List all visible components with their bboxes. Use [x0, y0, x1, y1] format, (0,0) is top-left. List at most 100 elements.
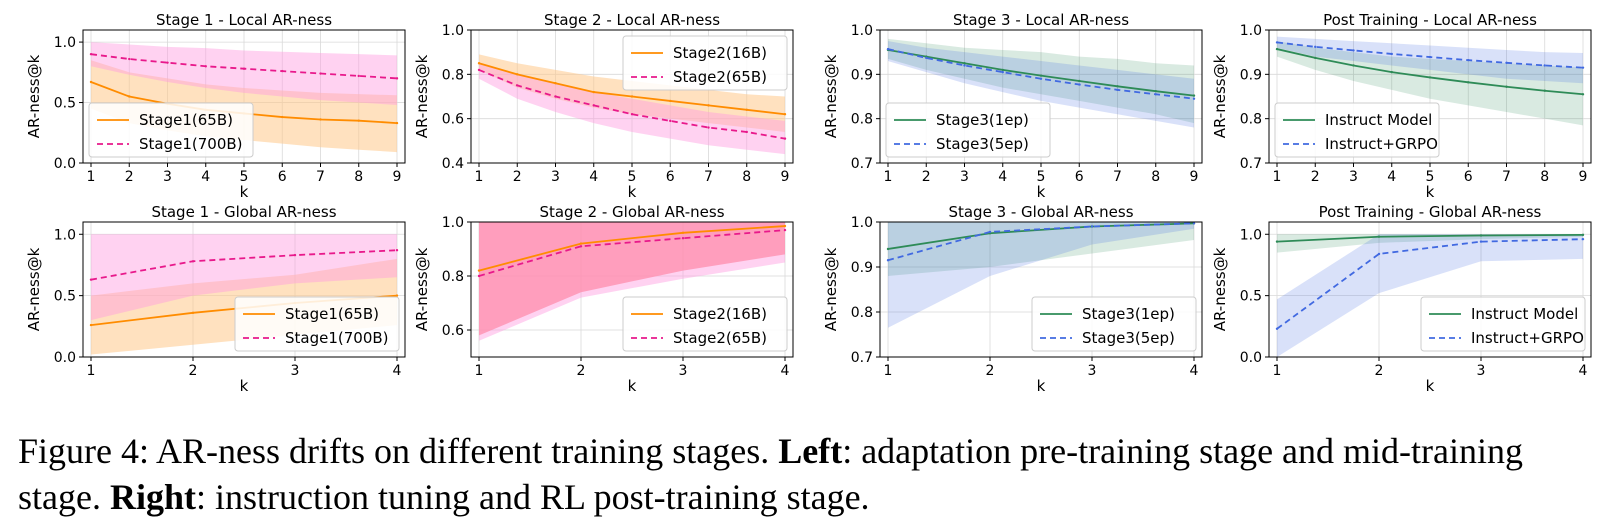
data-point	[745, 108, 748, 112]
data-point	[886, 47, 890, 51]
data-point	[89, 80, 93, 84]
data-point	[477, 68, 481, 72]
y-axis-label: AR-ness@k	[822, 54, 840, 138]
legend-label-2: Stage2(65B)	[673, 68, 767, 86]
data-point	[592, 104, 595, 107]
axes-frame	[879, 221, 1203, 358]
y-tick-label: 0.9	[1240, 67, 1262, 83]
legend-label-1: Instruct Model	[1471, 305, 1578, 323]
confidence-band-2	[479, 63, 785, 155]
x-tick-label: 1	[475, 169, 484, 185]
data-point	[579, 245, 583, 248]
x-tick-label: 6	[666, 169, 675, 185]
data-point	[886, 247, 890, 251]
y-tick-label: 0.5	[1240, 289, 1262, 305]
y-tick-label: 0.9	[851, 260, 873, 276]
data-point	[592, 90, 595, 94]
data-point	[925, 56, 928, 60]
series-line-2	[478, 229, 786, 277]
x-tick-label: 1	[884, 169, 893, 185]
data-point	[1352, 64, 1355, 67]
legend-box	[88, 102, 254, 158]
data-point	[1314, 45, 1317, 49]
y-tick-label: 1.0	[851, 215, 873, 231]
data-point	[319, 72, 322, 75]
x-tick-label: 4	[201, 169, 210, 185]
x-tick-label: 3	[163, 169, 172, 185]
series-line-2	[1276, 238, 1584, 330]
x-axis-label: k	[1426, 183, 1435, 201]
x-tick-label: 4	[589, 169, 598, 185]
caption-left-text: : adaptation pre-training stage and mid-…	[18, 431, 1523, 517]
data-point	[1428, 76, 1432, 79]
data-point	[319, 118, 322, 121]
legend-box	[1420, 296, 1586, 352]
plot-area	[1275, 36, 1585, 126]
y-tick-label: 0.8	[442, 269, 464, 285]
x-tick-label: 3	[551, 169, 560, 185]
plot-area	[477, 54, 787, 155]
data-point	[1275, 47, 1279, 51]
data-point	[1467, 58, 1470, 62]
data-point	[1192, 94, 1196, 97]
x-tick-label: 2	[125, 169, 134, 185]
chart-title: Stage 1 - Local AR-ness	[156, 11, 332, 29]
x-tick-label: 2	[1375, 363, 1384, 379]
data-point	[1090, 225, 1094, 228]
data-point	[516, 73, 519, 76]
x-tick-label: 9	[393, 169, 402, 185]
x-tick-label: 5	[628, 169, 637, 185]
data-point	[395, 249, 399, 252]
data-point	[554, 95, 557, 98]
y-tick-label: 0.9	[851, 67, 873, 83]
data-point	[191, 260, 195, 263]
figure-canvas: 1 2 3 4 5 6 7 8 9 0.0 0.5 1.0 Stage 1 - Local AR-nes…	[25, 11, 1592, 395]
caption-right-bold: Right	[109, 477, 196, 517]
y-tick-label: 0.4	[442, 156, 464, 172]
legend-label-2: Stage3(5ep)	[936, 135, 1029, 153]
legend: Stage1(65B) Stage1(700B)	[88, 102, 254, 158]
confidence-band-2	[1277, 36, 1583, 84]
x-tick-label: 1	[1273, 363, 1282, 379]
legend-label-2: Stage2(65B)	[673, 329, 767, 347]
data-point	[1428, 55, 1432, 59]
data-point	[1154, 89, 1157, 93]
legend-label-1: Stage3(1ep)	[1082, 305, 1175, 323]
data-point	[242, 67, 246, 70]
x-axis-label: k	[240, 377, 249, 395]
y-axis-label: AR-ness@k	[413, 247, 431, 331]
x-tick-label: 9	[781, 169, 790, 185]
y-axis-label: AR-ness@k	[1211, 247, 1229, 331]
data-point	[1505, 85, 1508, 88]
data-point	[395, 121, 399, 125]
legend-label-2: Stage1(700B)	[285, 329, 389, 347]
confidence-band-2	[1277, 234, 1583, 357]
data-point	[1154, 93, 1157, 96]
plot-area	[477, 222, 787, 341]
x-axis-label: k	[628, 183, 637, 201]
data-point	[707, 126, 710, 129]
x-tick-label: 4	[1387, 169, 1396, 185]
plot-area	[886, 38, 1196, 128]
legend-label-1: Stage2(16B)	[673, 44, 767, 62]
data-point	[89, 278, 93, 281]
legend-box	[622, 296, 788, 352]
y-tick-label: 1.0	[851, 23, 873, 39]
x-tick-label: 2	[922, 169, 931, 185]
y-axis-label: AR-ness@k	[413, 54, 431, 138]
data-point	[1001, 68, 1004, 72]
x-tick-label: 3	[1477, 363, 1486, 379]
data-point	[1039, 74, 1043, 77]
series-line-2	[887, 222, 1195, 262]
data-point	[357, 74, 360, 78]
data-point	[395, 77, 399, 80]
legend: Stage2(16B) Stage2(65B)	[622, 296, 788, 352]
data-point	[293, 253, 297, 257]
x-tick-label: 3	[679, 363, 688, 379]
x-tick-label: 5	[1426, 169, 1435, 185]
data-point	[1275, 327, 1279, 330]
confidence-band-2	[888, 222, 1194, 328]
caption-right-text: : instruction tuning and RL post-trainin…	[195, 477, 870, 517]
confidence-band-1	[1277, 41, 1583, 126]
legend: Stage1(65B) Stage1(700B)	[234, 296, 400, 352]
